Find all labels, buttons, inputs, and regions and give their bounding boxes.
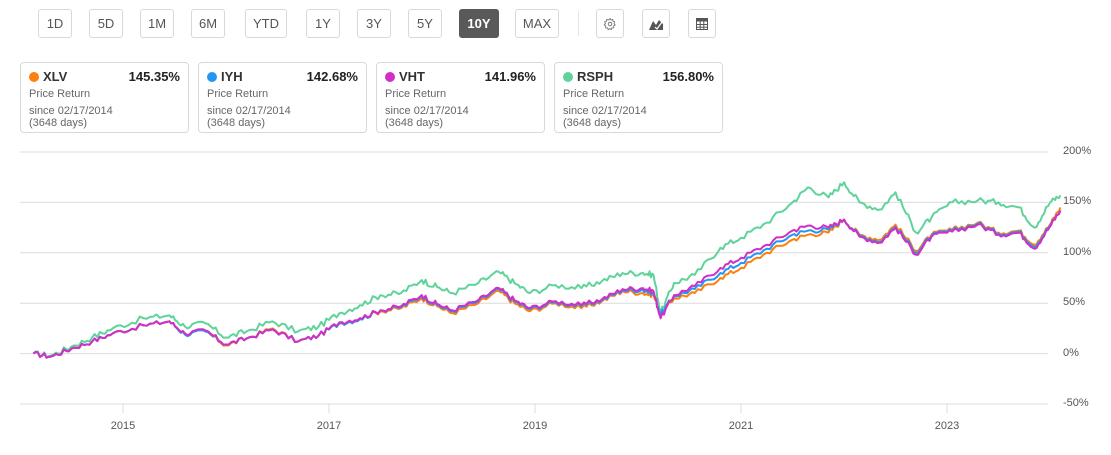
card-since-date: since 02/17/2014 [385, 105, 469, 117]
range-button-5d[interactable]: 5D [89, 9, 123, 38]
y-axis-label: 50% [1063, 296, 1086, 309]
range-button-ytd[interactable]: YTD [245, 9, 287, 38]
card-days-count: (3648 days) [385, 117, 444, 129]
summary-card-rsph[interactable]: RSPH 156.80% Price Return since 02/17/2014(… [554, 62, 723, 133]
x-axis-label: 2023 [934, 420, 960, 432]
y-axis-label: 100% [1063, 245, 1092, 258]
chart-type-button[interactable] [642, 9, 670, 38]
card-header: RSPH 156.80% [563, 69, 714, 84]
card-days-count: (3648 days) [29, 117, 88, 129]
y-axis-label: 200% [1063, 145, 1092, 157]
range-button-max[interactable]: MAX [515, 9, 559, 38]
card-return-value: 141.96% [484, 69, 536, 84]
table-view-button[interactable] [688, 9, 716, 38]
card-since-date: since 02/17/2014 [563, 105, 647, 117]
card-days-count: (3648 days) [563, 117, 622, 129]
range-button-3y[interactable]: 3Y [357, 9, 391, 38]
series-line-vht[interactable] [32, 210, 1062, 359]
x-axis-label: 2019 [522, 420, 548, 432]
series-color-dot-icon [207, 71, 217, 82]
card-header: IYH 142.68% [207, 69, 358, 84]
card-ticker: VHT [399, 69, 425, 84]
series-color-dot-icon [29, 71, 39, 82]
card-metric-label: Price Return [29, 88, 91, 100]
range-button-5y[interactable]: 5Y [408, 9, 442, 38]
card-ticker: RSPH [577, 69, 614, 84]
summary-card-vht[interactable]: VHT 141.96% Price Return since 02/17/2014 (3… [376, 62, 545, 133]
settings-button[interactable] [596, 9, 624, 38]
gear-icon [603, 17, 617, 31]
card-metric-label: Price Return [385, 88, 447, 100]
summary-card-iyh[interactable]: IYH 142.68% Price Return since 02/17/2014 (3… [198, 62, 367, 133]
card-header: XLV 145.35% [29, 69, 180, 84]
performance-chart: 200% 150% 100% 50% 0% -50% 2015 2017 2019 2021 202… [0, 140, 1111, 455]
series-color-dot-icon [563, 71, 573, 82]
y-axis-label: -50% [1063, 397, 1089, 409]
card-return-value: 145.35% [128, 69, 180, 84]
card-return-value: 156.80% [662, 69, 714, 84]
range-button-10y[interactable]: 10Y [459, 9, 499, 38]
card-since-date: since 02/17/2014 [207, 105, 291, 117]
range-button-6m[interactable]: 6M [191, 9, 225, 38]
card-header: VHT 141.96% [385, 69, 536, 84]
summary-card-xlv[interactable]: XLV 145.35% Price Return since 02/17/2014 (3… [20, 62, 189, 133]
card-days-count: (3648 days) [207, 117, 266, 129]
table-icon [696, 17, 708, 30]
card-ticker: XLV [43, 69, 68, 84]
chart-plot-area[interactable] [0, 140, 1111, 455]
card-metric-label: Price Return [563, 88, 625, 100]
series-line-rsph[interactable] [32, 181, 1062, 359]
card-since-date: since 02/17/2014 [29, 105, 113, 117]
y-axis-label: 150% [1063, 195, 1092, 208]
card-ticker: IYH [221, 69, 243, 84]
y-axis-label: 0% [1063, 346, 1079, 359]
series-color-dot-icon [385, 71, 395, 82]
card-metric-label: Price Return [207, 88, 269, 100]
toolbar-divider [578, 11, 579, 36]
mountain-chart-icon [649, 18, 663, 30]
x-axis-label: 2021 [728, 420, 754, 432]
range-button-1y[interactable]: 1Y [306, 9, 340, 38]
x-axis-label: 2017 [316, 420, 342, 432]
x-axis-label: 2015 [110, 420, 136, 432]
card-return-value: 142.68% [306, 69, 358, 84]
range-button-1m[interactable]: 1M [140, 9, 174, 38]
range-button-1d[interactable]: 1D [38, 9, 72, 38]
